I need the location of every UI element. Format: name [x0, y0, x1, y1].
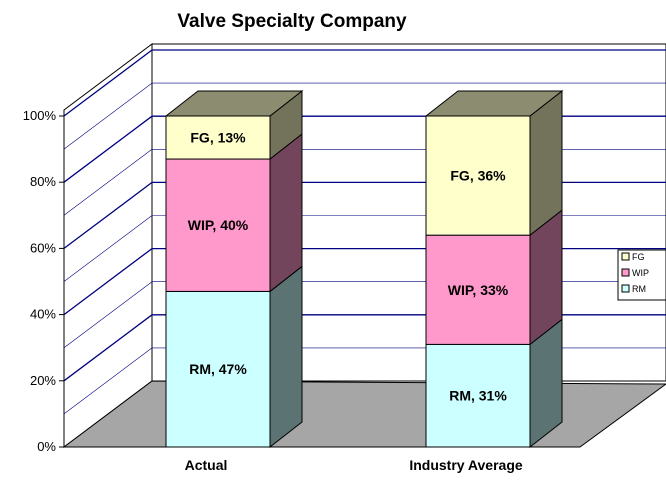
minor-gridline-side	[63, 149, 153, 216]
bar-segment-rm	[425, 343, 531, 448]
floor	[62, 380, 666, 448]
y-tick-label: 0%	[37, 439, 56, 454]
legend-label: WIP	[632, 268, 649, 278]
bar-segment-wip	[165, 158, 271, 292]
data-label: RM, 47%	[189, 361, 247, 377]
legend-swatch-rm	[621, 284, 630, 293]
data-label: RM, 31%	[449, 388, 507, 404]
bar-segment-fg	[425, 115, 531, 236]
minor-gridline-side	[63, 215, 153, 282]
bar-top	[164, 90, 304, 117]
gridline-side	[63, 314, 153, 382]
bar-side-wip	[269, 133, 303, 293]
bar-segment-fg	[165, 115, 271, 160]
gridline-side	[63, 181, 153, 249]
gridline-side	[63, 248, 153, 316]
y-tick-label: 60%	[30, 240, 56, 255]
legend-label: FG	[632, 252, 645, 262]
minor-gridline-side	[63, 347, 153, 415]
minor-gridline-side	[63, 82, 153, 150]
legend-swatch-fg	[621, 252, 630, 261]
side-wall	[63, 43, 153, 448]
minor-gridline-side	[63, 281, 153, 348]
bar-top	[424, 90, 564, 117]
legend-swatch-wip	[621, 268, 630, 277]
category-label: Industry Average	[409, 457, 523, 473]
category-label: Actual	[185, 457, 228, 473]
legend-label: RM	[632, 284, 646, 294]
y-tick-label: 80%	[30, 174, 56, 189]
bar-segment-rm	[165, 290, 271, 448]
gridline-side	[63, 115, 153, 183]
data-label: WIP, 40%	[188, 217, 249, 233]
y-tick-label: 20%	[30, 373, 56, 388]
data-label: FG, 13%	[190, 130, 246, 146]
data-label: FG, 36%	[450, 168, 506, 184]
bar-segment-wip	[425, 234, 531, 345]
y-tick-label: 40%	[30, 307, 56, 322]
chart-title: Valve Specialty Company	[177, 11, 407, 32]
data-label: WIP, 33%	[448, 282, 509, 298]
bar-side-rm	[269, 265, 303, 449]
gridline-side	[63, 49, 153, 117]
y-tick-label: 100%	[23, 108, 57, 123]
